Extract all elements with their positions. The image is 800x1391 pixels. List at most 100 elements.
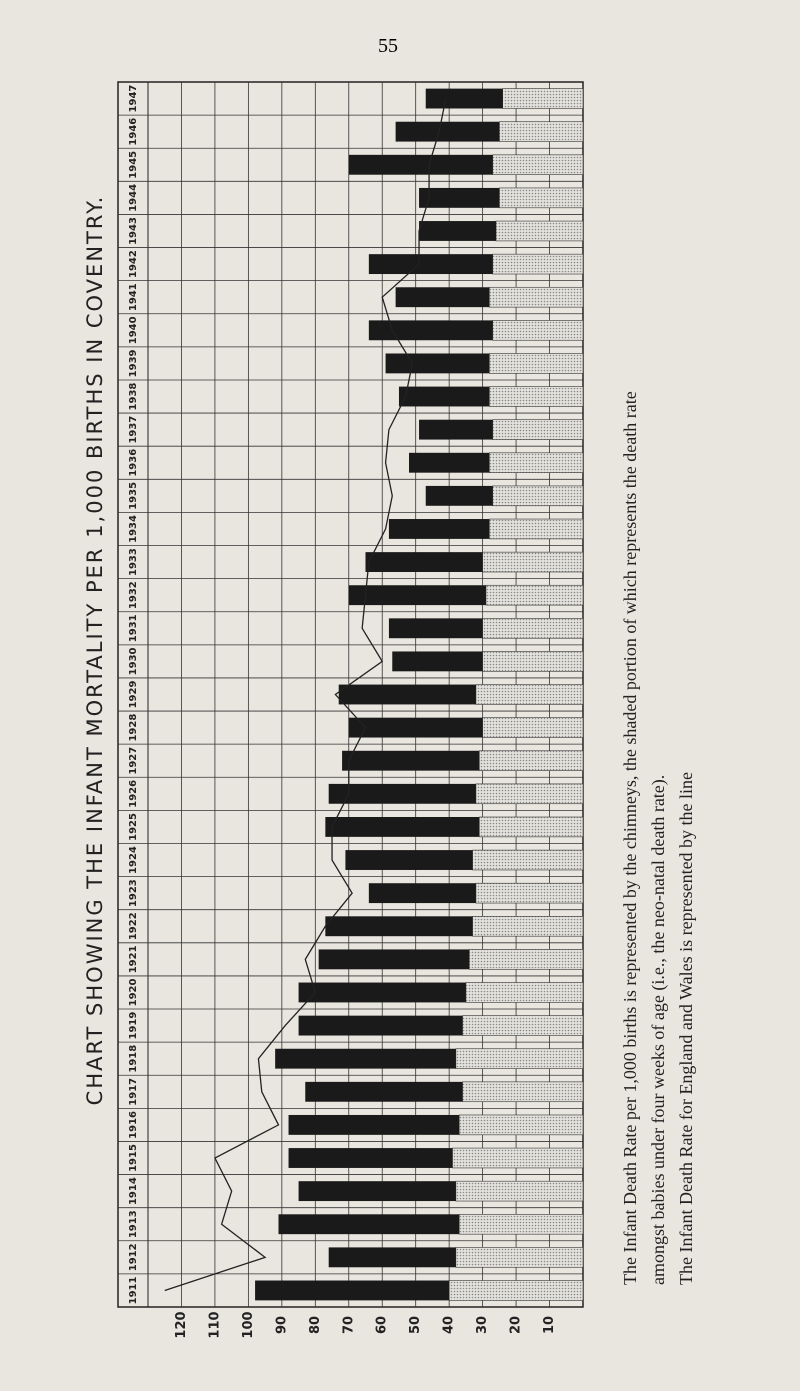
england-wales-line xyxy=(164,98,447,1292)
shaded-bar xyxy=(482,717,584,738)
shaded-bar xyxy=(465,982,584,1003)
year-label: 1930 xyxy=(128,647,139,675)
chimney-bar xyxy=(425,485,493,506)
shaded-bar xyxy=(492,253,584,275)
year-label: 1918 xyxy=(128,1045,139,1073)
year-label: 1913 xyxy=(128,1210,139,1238)
shaded-bar xyxy=(489,286,584,308)
chimney-bar xyxy=(368,883,476,904)
chimney-bar xyxy=(348,717,483,738)
year-label: 1921 xyxy=(128,945,139,973)
x-tick-label: 70 xyxy=(341,1316,356,1334)
shaded-bar xyxy=(468,949,584,970)
shaded-bar xyxy=(489,518,584,540)
x-tick-label: 60 xyxy=(375,1316,390,1334)
year-label: 1934 xyxy=(128,515,139,543)
shaded-bar xyxy=(482,618,584,639)
shaded-bar xyxy=(492,154,584,176)
shaded-bar xyxy=(492,320,584,341)
shaded-bar xyxy=(489,452,584,473)
chimney-bar xyxy=(288,1114,460,1135)
chimney-bar xyxy=(398,386,490,407)
chimney-bar xyxy=(388,519,490,539)
shaded-bar xyxy=(492,485,584,507)
chimney-bar xyxy=(395,287,490,308)
chimney-bar xyxy=(388,618,483,639)
year-label: 1915 xyxy=(128,1144,139,1172)
shaded-bar xyxy=(495,220,584,242)
x-tick-label: 110 xyxy=(207,1311,222,1338)
shaded-bar xyxy=(455,1247,584,1268)
chimney-bar xyxy=(419,221,496,241)
x-tick-label: 20 xyxy=(509,1316,524,1334)
shaded-bar xyxy=(492,419,584,440)
shaded-bar xyxy=(489,386,584,407)
chimney-bar xyxy=(395,121,500,142)
year-label: 1925 xyxy=(128,813,139,841)
chimney-bar xyxy=(328,783,476,804)
chimney-bar xyxy=(348,154,493,175)
shaded-bar xyxy=(458,1114,584,1136)
chimney-bar xyxy=(328,1247,456,1268)
shaded-bar xyxy=(485,584,584,606)
shaded-bar xyxy=(455,1180,584,1202)
year-label: 1935 xyxy=(128,482,139,510)
chimney-bar xyxy=(345,850,473,870)
year-label: 1932 xyxy=(128,581,139,609)
chimney-bar xyxy=(298,1181,456,1202)
chimney-bar xyxy=(409,452,490,473)
shaded-bar xyxy=(475,783,584,805)
year-label: 1919 xyxy=(128,1012,139,1040)
year-label: 1941 xyxy=(128,283,139,311)
chimney-bar xyxy=(392,651,483,672)
chimney-bar xyxy=(305,1081,463,1102)
year-label: 1943 xyxy=(128,217,139,245)
year-label: 1929 xyxy=(128,681,139,709)
shaded-bar xyxy=(489,353,584,374)
year-label: 1937 xyxy=(128,416,139,444)
year-label: 1947 xyxy=(128,85,139,113)
year-label: 1917 xyxy=(128,1078,139,1106)
year-label: 1944 xyxy=(128,184,139,212)
year-label: 1914 xyxy=(128,1177,139,1205)
year-label: 1911 xyxy=(128,1276,139,1304)
shaded-bar xyxy=(478,816,584,838)
year-label: 1920 xyxy=(128,979,139,1007)
year-label: 1931 xyxy=(128,614,139,642)
year-label: 1922 xyxy=(128,912,139,940)
year-label: 1912 xyxy=(128,1243,139,1271)
year-label: 1927 xyxy=(128,747,139,775)
chimney-bar xyxy=(318,949,470,970)
shaded-bar xyxy=(475,684,584,705)
chimney-bar xyxy=(342,750,480,771)
year-label: 1945 xyxy=(128,151,139,179)
shaded-bar xyxy=(482,651,584,672)
chart-title: CHART SHOWING THE INFANT MORTALITY PER 1… xyxy=(83,195,107,1106)
shaded-bar xyxy=(472,916,584,937)
x-tick-label: 50 xyxy=(408,1316,423,1334)
chimney-bar xyxy=(419,187,500,208)
shaded-bar xyxy=(472,849,584,871)
shaded-bar xyxy=(475,882,584,904)
year-label: 1926 xyxy=(128,780,139,808)
x-tick-label: 100 xyxy=(241,1311,256,1338)
shaded-bar xyxy=(462,1081,584,1103)
chimney-bar xyxy=(278,1214,460,1235)
chimney-bar xyxy=(338,684,476,705)
shaded-bar xyxy=(462,1015,584,1036)
shaded-bar xyxy=(455,1048,584,1069)
year-label: 1923 xyxy=(128,879,139,907)
year-label: 1936 xyxy=(128,449,139,477)
year-label: 1928 xyxy=(128,714,139,742)
chimney-bar xyxy=(275,1048,456,1069)
shaded-bar xyxy=(482,551,584,573)
chimney-bar xyxy=(298,982,466,1003)
chimney-bar xyxy=(298,1015,463,1036)
year-label: 1942 xyxy=(128,250,139,278)
x-tick-label: 40 xyxy=(442,1316,457,1334)
caption: The Infant Death Rate per 1,000 births i… xyxy=(620,391,640,1285)
shaded-bar xyxy=(448,1280,584,1301)
year-label: 1940 xyxy=(128,316,139,344)
shaded-bar xyxy=(458,1213,584,1235)
